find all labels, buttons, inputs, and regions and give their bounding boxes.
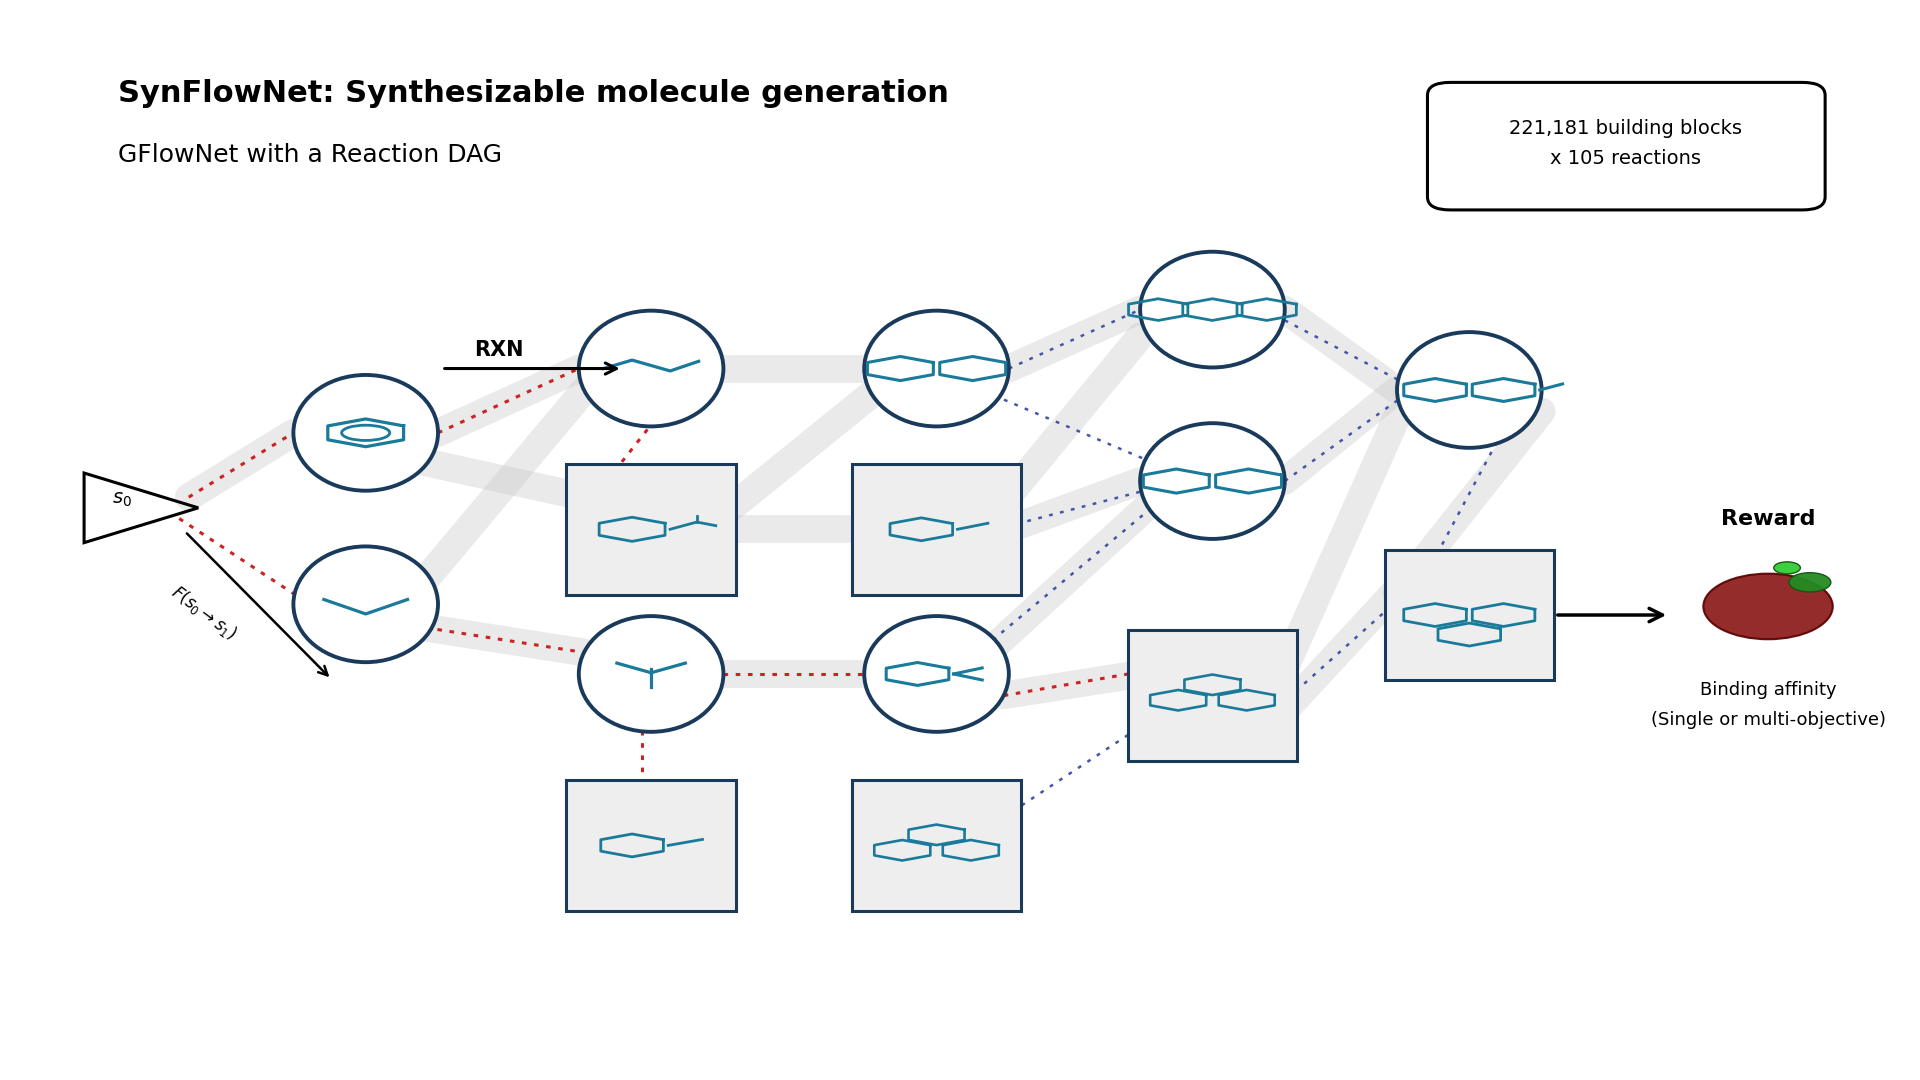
FancyBboxPatch shape [1127,630,1298,760]
Text: 221,181 building blocks
x 105 reactions: 221,181 building blocks x 105 reactions [1509,119,1741,167]
Ellipse shape [1398,332,1542,448]
Ellipse shape [1703,573,1834,639]
Text: GFlowNet with a Reaction DAG: GFlowNet with a Reaction DAG [119,144,503,167]
Ellipse shape [1140,252,1284,367]
FancyBboxPatch shape [566,780,735,910]
Text: Reward: Reward [1720,510,1814,529]
FancyBboxPatch shape [1427,82,1826,210]
Ellipse shape [1774,562,1801,573]
Ellipse shape [864,311,1008,427]
FancyBboxPatch shape [852,780,1021,910]
FancyBboxPatch shape [566,464,735,595]
Text: $s_0$: $s_0$ [111,489,132,509]
Ellipse shape [1789,572,1832,592]
Ellipse shape [578,311,724,427]
Text: Binding affinity: Binding affinity [1699,681,1836,700]
Ellipse shape [864,616,1008,732]
Text: (Single or multi-objective): (Single or multi-objective) [1651,712,1885,729]
FancyBboxPatch shape [1384,550,1553,680]
Ellipse shape [294,375,438,490]
Text: RXN: RXN [474,340,524,360]
Text: $F(s_0{\rightarrow}s_1)$: $F(s_0{\rightarrow}s_1)$ [167,581,240,645]
Ellipse shape [578,616,724,732]
Ellipse shape [294,546,438,662]
FancyBboxPatch shape [852,464,1021,595]
Ellipse shape [1140,423,1284,539]
Text: SynFlowNet: Synthesizable molecule generation: SynFlowNet: Synthesizable molecule gener… [119,79,948,108]
